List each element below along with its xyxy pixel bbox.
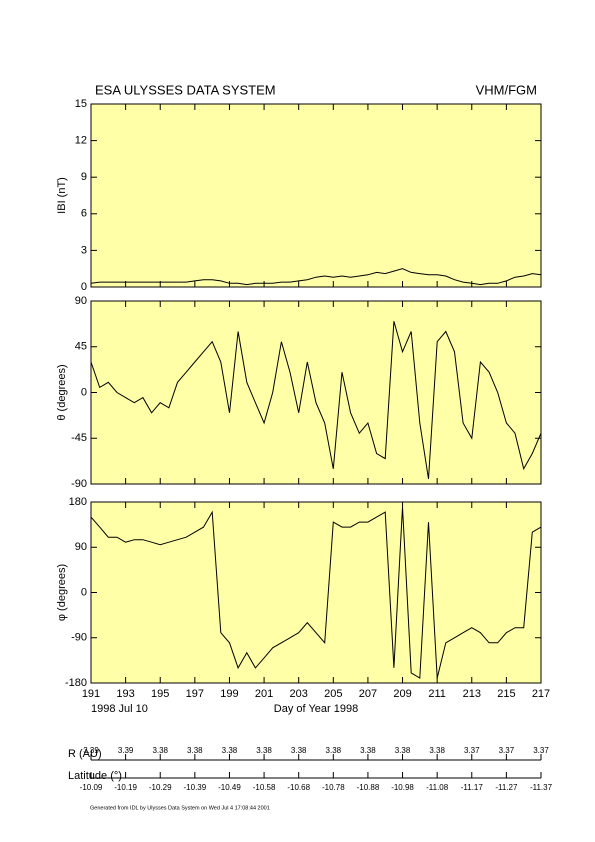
- x-tick-label: 195: [151, 688, 169, 700]
- orbit-value: -11.27: [495, 783, 518, 792]
- y-tick-label: -45: [71, 432, 87, 444]
- instrument: VHM/FGM: [476, 82, 537, 97]
- plot-area: [90, 501, 542, 684]
- data-line: [90, 268, 542, 286]
- orbit-value: 3.37: [464, 746, 480, 755]
- y-tick-label: 0: [81, 281, 87, 293]
- orbit-value: -11.08: [426, 783, 449, 792]
- y-tick-label: -90: [71, 632, 87, 644]
- footer: Generated from IDL by Ulysses Data Syste…: [90, 805, 270, 811]
- orbit-value: 3.38: [187, 746, 203, 755]
- plot-area: [90, 103, 542, 288]
- y-tick-label: 15: [75, 98, 87, 110]
- orbit-value: 3.39: [118, 746, 134, 755]
- y-tick-label: 12: [75, 135, 87, 147]
- orbit-value: 3.37: [533, 746, 549, 755]
- orbit-value: -10.88: [357, 783, 380, 792]
- data-line: [90, 506, 542, 679]
- orbit-value: -11.17: [461, 783, 484, 792]
- x-tick-label: 193: [116, 688, 134, 700]
- orbit-value: -10.78: [322, 783, 345, 792]
- orbit-value: -10.49: [218, 783, 241, 792]
- x-axis-label: Day of Year 1998: [274, 703, 358, 715]
- x-tick-label: 209: [393, 688, 411, 700]
- orbit-value: 3.38: [429, 746, 445, 755]
- r-label: R (AU): [68, 748, 102, 760]
- orbit-value: 3.38: [152, 746, 168, 755]
- orbit-value: 3.38: [395, 746, 411, 755]
- orbit-value: -10.98: [391, 783, 414, 792]
- y-tick-label: 90: [75, 541, 87, 553]
- y-tick-label: 45: [75, 341, 87, 353]
- orbit-value: 3.38: [256, 746, 272, 755]
- orbit-value: 3.39: [83, 746, 99, 755]
- orbit-value: 3.38: [222, 746, 238, 755]
- x-tick-label: 207: [359, 688, 377, 700]
- x-tick-label: 213: [463, 688, 481, 700]
- x-tick-label: 211: [428, 688, 446, 700]
- orbit-value: -10.19: [114, 783, 137, 792]
- y-axis-label: IBI (nT): [56, 177, 68, 214]
- header-title: ESA ULYSSES DATA SYSTEM: [95, 82, 276, 97]
- data-line: [90, 321, 542, 479]
- orbit-value: -10.39: [184, 783, 207, 792]
- y-tick-label: 0: [81, 586, 87, 598]
- x-tick-label: 201: [255, 688, 273, 700]
- x-tick-label: 203: [290, 688, 308, 700]
- orbit-value: 3.38: [291, 746, 307, 755]
- orbit-value: -10.09: [80, 783, 103, 792]
- x-tick-label: 215: [497, 688, 515, 700]
- x-tick-label: 217: [532, 688, 550, 700]
- y-tick-label: 6: [81, 208, 87, 220]
- orbit-value: 3.38: [326, 746, 342, 755]
- plot-area: [90, 300, 542, 485]
- y-tick-label: 0: [81, 386, 87, 398]
- y-axis-label: φ (degrees): [56, 564, 68, 621]
- y-axis-label: θ (degrees): [56, 364, 68, 420]
- orbit-value: -10.58: [253, 783, 276, 792]
- x-tick-label: 197: [186, 688, 204, 700]
- y-tick-label: 180: [69, 496, 87, 508]
- y-tick-label: 90: [75, 295, 87, 307]
- y-tick-label: 9: [81, 171, 87, 183]
- orbit-value: 3.37: [499, 746, 515, 755]
- x-tick-label: 199: [220, 688, 238, 700]
- orbit-value: 3.38: [360, 746, 376, 755]
- y-tick-label: -90: [71, 478, 87, 490]
- orbit-value: -10.29: [149, 783, 172, 792]
- date-label: 1998 Jul 10: [91, 703, 148, 715]
- orbit-value: -10.68: [287, 783, 310, 792]
- y-tick-label: 3: [81, 244, 87, 256]
- lat-label: Latitude (°): [68, 770, 122, 782]
- x-tick-label: 205: [324, 688, 342, 700]
- y-tick-label: -180: [65, 677, 87, 689]
- x-tick-label: 191: [82, 688, 100, 700]
- orbit-value: -11.37: [530, 783, 553, 792]
